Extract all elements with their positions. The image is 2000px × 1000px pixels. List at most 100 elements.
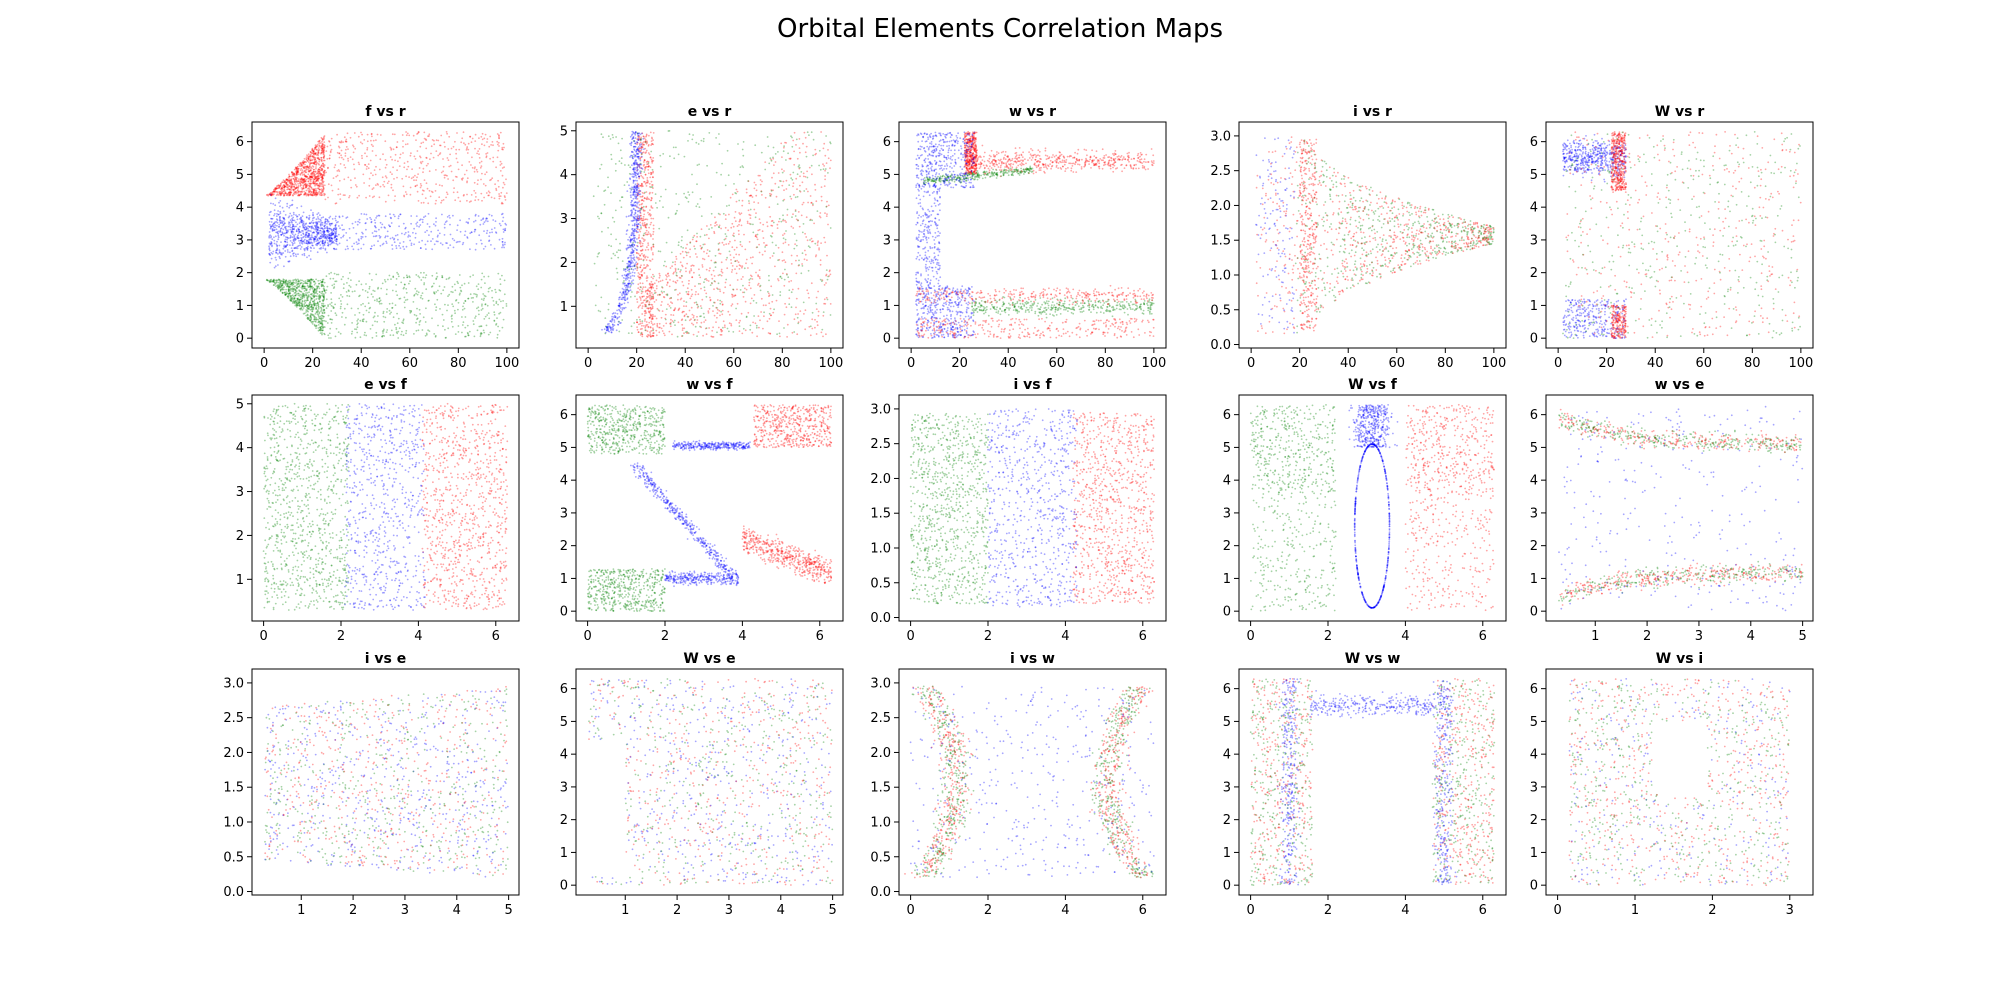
- scatter-point: [489, 179, 491, 182]
- scatter-point: [310, 182, 312, 185]
- scatter-point: [350, 279, 352, 281]
- scatter-point: [796, 254, 798, 257]
- scatter-point: [749, 217, 752, 220]
- scatter-point: [327, 167, 329, 170]
- scatter-point: [315, 189, 318, 192]
- scatter-point: [292, 174, 294, 176]
- scatter-point: [394, 159, 396, 162]
- scatter-point: [328, 332, 331, 335]
- scatter-point: [314, 303, 317, 305]
- scatter-point: [453, 309, 456, 312]
- scatter-point: [294, 289, 297, 291]
- scatter-point: [299, 183, 302, 186]
- scatter-point: [474, 192, 477, 194]
- scatter-point: [313, 216, 315, 219]
- scatter-point: [312, 213, 314, 216]
- scatter-point: [312, 158, 314, 161]
- scatter-point: [795, 177, 798, 180]
- scatter-point: [353, 242, 355, 245]
- scatter-point: [280, 182, 282, 185]
- scatter-point: [824, 212, 826, 215]
- scatter-point: [390, 311, 392, 314]
- scatter-point: [315, 235, 318, 238]
- scatter-point: [305, 161, 308, 164]
- scatter-point: [291, 281, 293, 284]
- scatter-point: [345, 232, 348, 234]
- scatter-point: [299, 225, 301, 228]
- scatter-point: [647, 231, 650, 234]
- scatter-point: [415, 314, 418, 317]
- scatter-point: [317, 285, 319, 288]
- scatter-point: [785, 142, 788, 144]
- scatter-point: [309, 250, 312, 252]
- scatter-point: [379, 235, 382, 238]
- scatter-point: [439, 242, 442, 245]
- scatter-point: [306, 193, 309, 196]
- scatter-point: [652, 238, 654, 240]
- scatter-point: [786, 336, 788, 338]
- scatter-point: [301, 191, 304, 193]
- scatter-point: [292, 238, 295, 241]
- scatter-point: [290, 300, 293, 302]
- scatter-point: [314, 153, 317, 155]
- scatter-point: [308, 191, 311, 193]
- scatter-point: [463, 282, 466, 285]
- scatter-point: [299, 216, 302, 219]
- scatter-point: [740, 278, 743, 280]
- scatter-point: [319, 188, 321, 191]
- scatter-point: [461, 179, 464, 181]
- scatter-point: [751, 278, 754, 280]
- scatter-point: [371, 324, 374, 327]
- scatter-point: [451, 317, 453, 320]
- scatter-point: [805, 236, 808, 238]
- scatter-point: [463, 194, 465, 196]
- scatter-point: [399, 297, 402, 300]
- scatter-point: [319, 192, 321, 195]
- scatter-point: [278, 192, 281, 194]
- scatter-point: [423, 137, 426, 140]
- scatter-point: [312, 150, 315, 153]
- scatter-point: [325, 150, 328, 153]
- scatter-point: [316, 176, 318, 179]
- scatter-point: [334, 236, 336, 239]
- scatter-point: [288, 194, 291, 197]
- scatter-point: [284, 182, 287, 185]
- scatter-point: [761, 180, 763, 183]
- scatter-point: [641, 222, 644, 225]
- scatter-point: [277, 236, 280, 239]
- scatter-point: [301, 177, 304, 180]
- scatter-point: [302, 161, 304, 164]
- scatter-point: [320, 227, 323, 230]
- scatter-point: [273, 188, 275, 191]
- scatter-point: [282, 278, 285, 281]
- scatter-point: [290, 180, 293, 183]
- scatter-point: [421, 221, 424, 224]
- scatter-point: [642, 215, 645, 218]
- scatter-point: [271, 217, 274, 220]
- scatter-point: [270, 191, 273, 194]
- scatter-point: [301, 240, 303, 243]
- scatter-point: [334, 303, 336, 306]
- scatter-point: [320, 167, 323, 170]
- scatter-point: [799, 310, 802, 312]
- scatter-point: [287, 251, 289, 253]
- scatter-point: [703, 258, 706, 261]
- scatter-point: [313, 152, 315, 155]
- x-tick-label: 100: [494, 356, 519, 371]
- scatter-point: [638, 228, 641, 231]
- scatter-point: [338, 146, 341, 149]
- scatter-point: [315, 166, 317, 168]
- scatter-point: [782, 234, 784, 237]
- scatter-point: [747, 209, 750, 212]
- scatter-point: [730, 259, 732, 261]
- scatter-point: [315, 278, 317, 281]
- scatter-point: [719, 314, 721, 317]
- scatter-point: [436, 275, 439, 278]
- scatter-point: [501, 326, 504, 329]
- scatter-point: [320, 322, 322, 325]
- scatter-point: [396, 234, 399, 236]
- scatter-point: [396, 271, 398, 274]
- scatter-point: [346, 132, 349, 135]
- scatter-point: [334, 217, 337, 220]
- scatter-point: [795, 297, 798, 300]
